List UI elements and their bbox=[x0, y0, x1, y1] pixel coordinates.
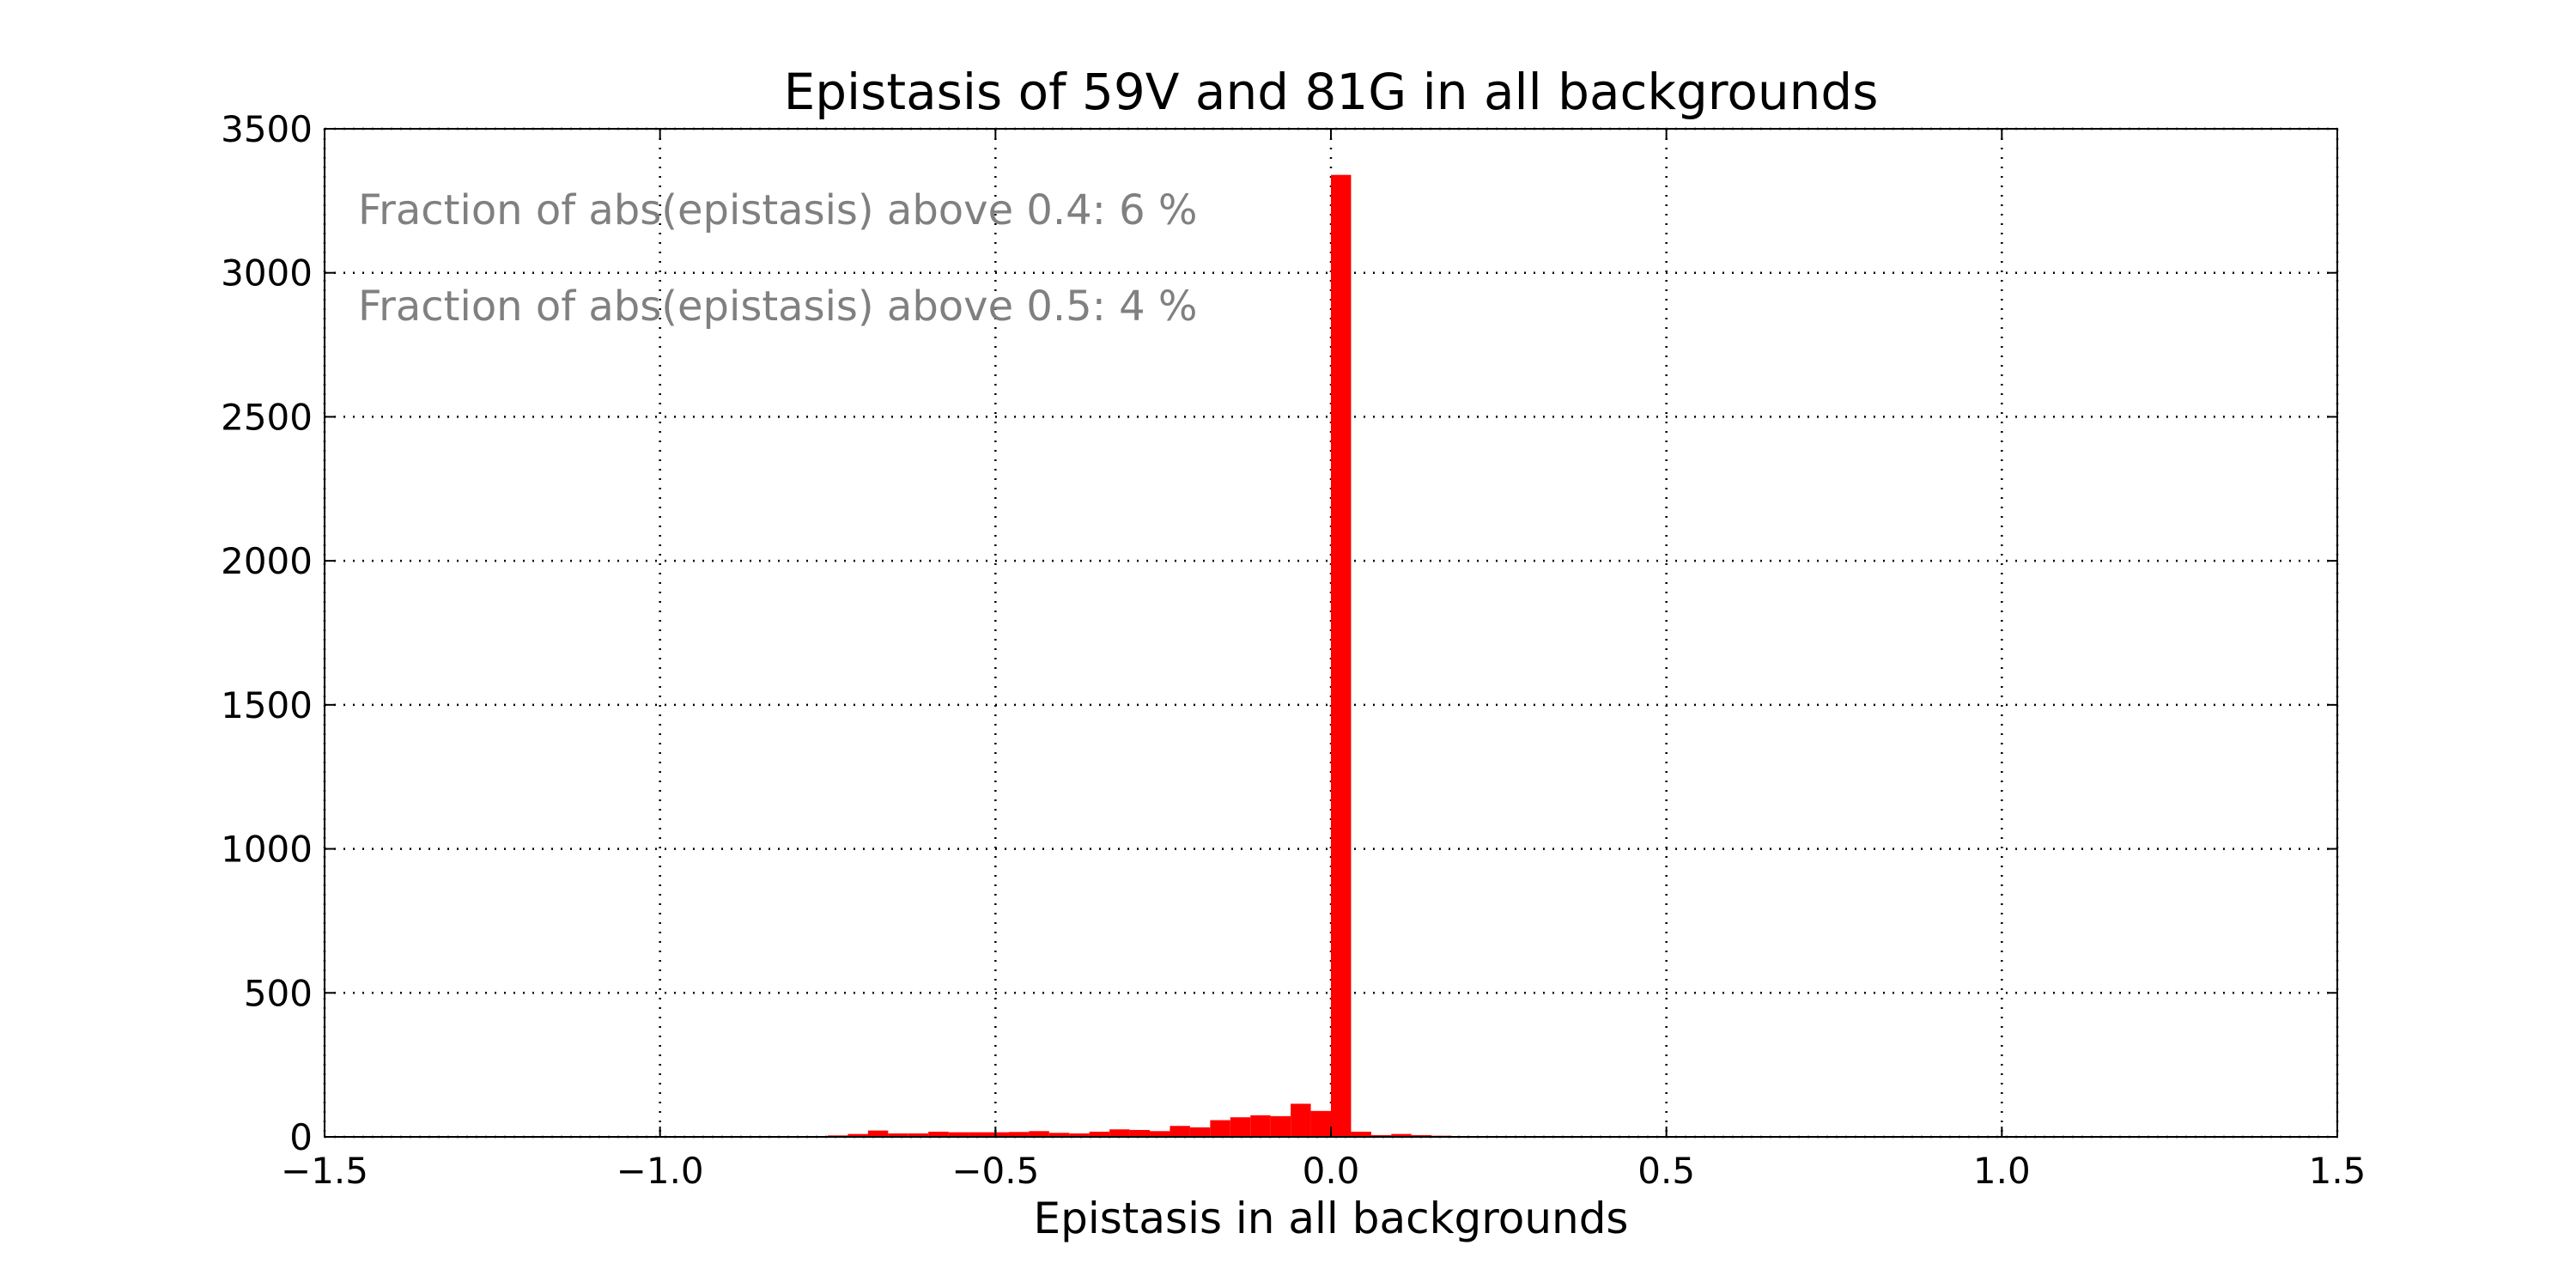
histogram-bar bbox=[848, 1133, 868, 1137]
x-tick-label: −0.5 bbox=[951, 1150, 1039, 1192]
annotations: Fraction of abs(epistasis) above 0.4: 6 … bbox=[358, 186, 1198, 331]
histogram-bar bbox=[1109, 1129, 1130, 1137]
histogram-bar bbox=[1411, 1134, 1432, 1137]
histogram-bar bbox=[1150, 1131, 1170, 1137]
histogram-bar bbox=[1210, 1120, 1230, 1137]
histogram-bar bbox=[1129, 1129, 1151, 1137]
histogram-bar bbox=[908, 1133, 929, 1137]
histogram-bar bbox=[867, 1130, 889, 1137]
histogram-bar bbox=[1089, 1131, 1110, 1137]
x-tick-label: 0.0 bbox=[1303, 1150, 1360, 1192]
annotation-text: Fraction of abs(epistasis) above 0.5: 4 … bbox=[358, 283, 1198, 331]
y-tick-label: 0 bbox=[289, 1116, 313, 1158]
histogram-bar bbox=[928, 1131, 949, 1137]
histogram-bar bbox=[988, 1132, 1009, 1137]
histogram-bar bbox=[1351, 1131, 1371, 1137]
histogram-bar bbox=[1069, 1133, 1090, 1137]
histogram-bar bbox=[1370, 1134, 1392, 1137]
y-tick-label: 1000 bbox=[221, 829, 313, 871]
x-axis-label: Epistasis in all backgrounds bbox=[1034, 1194, 1629, 1243]
y-tick-label: 500 bbox=[244, 972, 313, 1014]
x-tick-label: 1.5 bbox=[2309, 1150, 2366, 1192]
x-tick-label: 1.0 bbox=[1973, 1150, 2031, 1192]
histogram-bar bbox=[1189, 1127, 1211, 1137]
histogram-bar bbox=[1270, 1115, 1291, 1137]
y-tick-label: 3500 bbox=[221, 108, 313, 150]
axis-ticks: −1.5 −1.0 −0.5 0.0 0.5 1.0 1.5 0 500 1000 1500 2000… bbox=[221, 108, 2366, 1192]
y-tick-label: 1500 bbox=[221, 684, 313, 726]
x-tick-label: −1.5 bbox=[281, 1150, 368, 1192]
histogram-bar bbox=[1230, 1117, 1251, 1137]
histogram-bar bbox=[1008, 1132, 1030, 1137]
histogram-bar bbox=[888, 1133, 908, 1137]
chart-title: Epistasis of 59V and 81G in all backgrou… bbox=[784, 63, 1879, 121]
y-tick-label: 3000 bbox=[221, 252, 313, 295]
annotation-text: Fraction of abs(epistasis) above 0.4: 6 … bbox=[358, 186, 1198, 234]
y-tick-label: 2500 bbox=[221, 396, 313, 438]
histogram-bar bbox=[1391, 1133, 1412, 1137]
histogram-bar bbox=[1291, 1103, 1311, 1137]
histogram-bar bbox=[1310, 1110, 1331, 1137]
histogram-bar bbox=[1331, 174, 1352, 1137]
histogram-bar bbox=[1029, 1131, 1049, 1137]
y-tick-label: 2000 bbox=[221, 540, 313, 582]
x-tick-label: −1.0 bbox=[617, 1150, 704, 1192]
histogram-bar bbox=[948, 1132, 969, 1137]
histogram-bar bbox=[1170, 1126, 1190, 1137]
histogram-bars bbox=[807, 174, 1473, 1137]
x-tick-label: 0.5 bbox=[1637, 1150, 1695, 1192]
histogram-bar bbox=[1250, 1115, 1271, 1137]
histogram-bar bbox=[1048, 1133, 1070, 1137]
histogram-bar bbox=[969, 1132, 989, 1137]
